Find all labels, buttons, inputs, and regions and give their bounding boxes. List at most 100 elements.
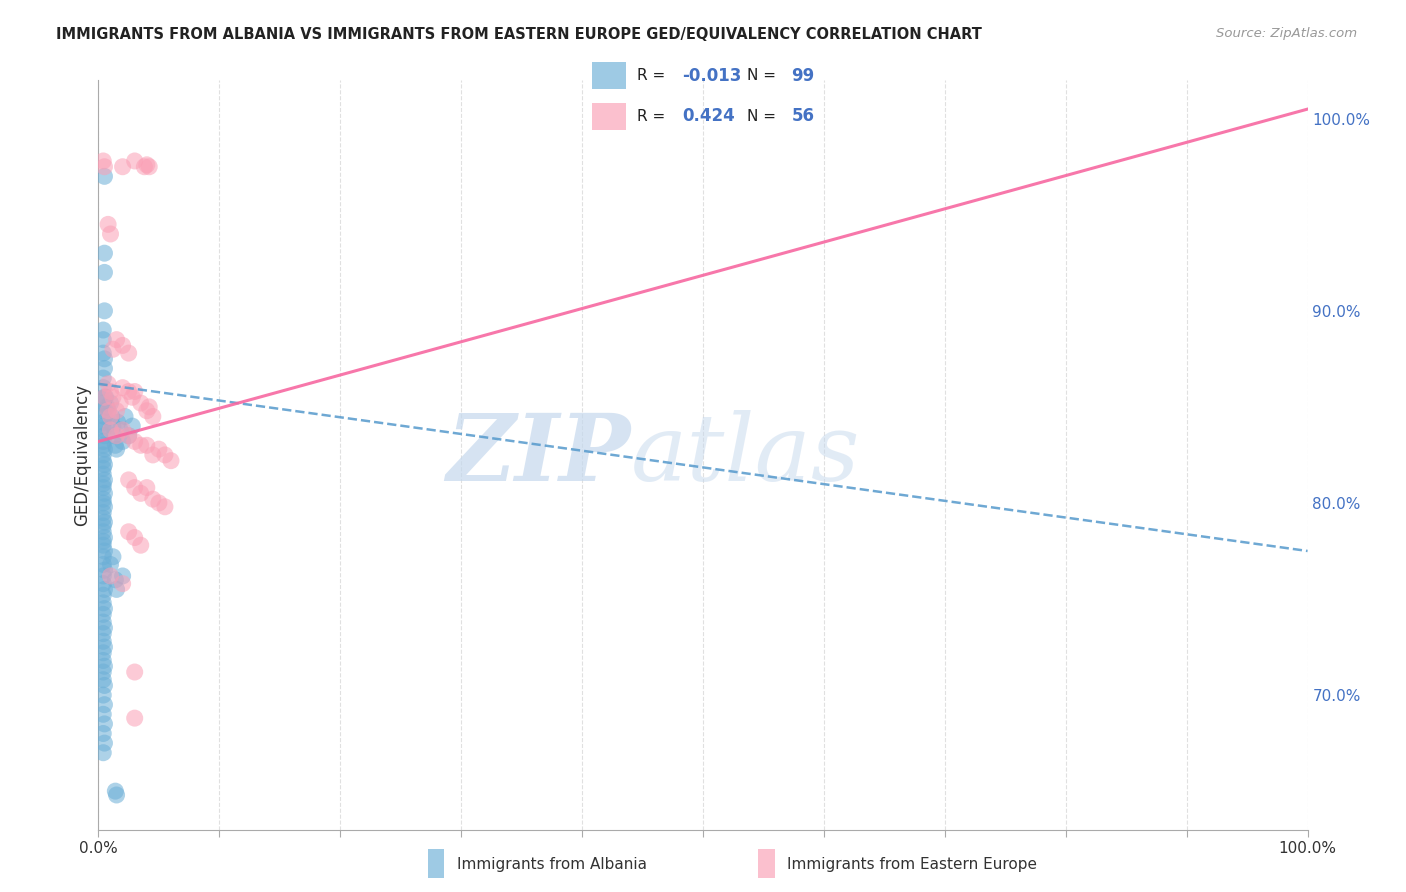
Point — [91, 569, 114, 583]
Point — [105, 428, 128, 442]
Point — [118, 524, 141, 539]
Point — [138, 160, 160, 174]
Point — [93, 265, 115, 279]
Point — [108, 423, 131, 437]
Point — [138, 400, 160, 414]
Text: N =: N = — [747, 109, 776, 124]
Y-axis label: GED/Equivalency: GED/Equivalency — [73, 384, 91, 526]
Point — [93, 736, 115, 750]
Text: ZIP: ZIP — [446, 410, 630, 500]
Point — [105, 582, 128, 597]
Point — [100, 396, 122, 410]
Point — [135, 403, 157, 417]
Point — [91, 626, 114, 640]
Point — [111, 381, 134, 395]
Point — [91, 538, 114, 552]
Point — [91, 558, 114, 572]
Point — [142, 409, 165, 424]
Point — [93, 409, 115, 424]
Point — [129, 438, 152, 452]
Point — [105, 333, 128, 347]
Point — [124, 481, 146, 495]
Point — [97, 403, 120, 417]
Point — [91, 492, 114, 507]
Point — [101, 343, 124, 357]
Point — [93, 678, 115, 692]
Point — [93, 544, 115, 558]
Point — [91, 419, 114, 434]
Point — [91, 519, 114, 533]
Point — [114, 409, 136, 424]
Point — [91, 453, 114, 467]
Point — [91, 688, 114, 702]
Point — [91, 448, 114, 462]
Point — [118, 473, 141, 487]
Point — [153, 500, 176, 514]
Point — [135, 158, 157, 172]
Point — [91, 634, 114, 648]
Point — [100, 384, 122, 399]
Text: R =: R = — [637, 109, 665, 124]
Point — [108, 396, 131, 410]
Point — [91, 615, 114, 629]
Point — [104, 784, 127, 798]
Point — [93, 717, 115, 731]
Point — [107, 415, 129, 429]
Bar — [592, 62, 626, 89]
Point — [103, 428, 125, 442]
Text: R =: R = — [637, 68, 665, 83]
Point — [91, 434, 114, 449]
Point — [91, 415, 114, 429]
Point — [93, 351, 115, 366]
Point — [124, 665, 146, 679]
Point — [93, 458, 115, 472]
Point — [93, 500, 115, 514]
Text: 99: 99 — [792, 67, 815, 85]
Point — [142, 492, 165, 507]
Text: atlas: atlas — [630, 410, 860, 500]
Point — [97, 403, 120, 417]
Point — [121, 419, 143, 434]
Point — [91, 842, 114, 856]
Point — [93, 515, 115, 529]
Point — [104, 438, 127, 452]
Point — [135, 438, 157, 452]
Point — [91, 153, 114, 168]
Point — [93, 640, 115, 654]
Point — [129, 538, 152, 552]
Point — [94, 390, 117, 404]
Text: Immigrants from Eastern Europe: Immigrants from Eastern Europe — [787, 857, 1038, 872]
Point — [100, 569, 122, 583]
Point — [91, 534, 114, 549]
Point — [124, 711, 146, 725]
Point — [93, 601, 115, 615]
Point — [93, 582, 115, 597]
Point — [91, 403, 114, 417]
Text: Immigrants from Albania: Immigrants from Albania — [457, 857, 647, 872]
Point — [91, 707, 114, 722]
Point — [142, 448, 165, 462]
Point — [118, 428, 141, 442]
Point — [148, 496, 170, 510]
Point — [91, 496, 114, 510]
Text: 56: 56 — [792, 107, 814, 125]
Point — [91, 506, 114, 520]
Point — [91, 746, 114, 760]
Point — [93, 361, 115, 376]
Point — [91, 323, 114, 337]
Point — [91, 673, 114, 687]
Point — [93, 428, 115, 442]
Point — [91, 549, 114, 564]
Point — [104, 573, 127, 587]
Point — [105, 788, 128, 802]
Point — [101, 549, 124, 564]
Point — [100, 558, 122, 572]
Point — [93, 621, 115, 635]
Point — [121, 390, 143, 404]
Point — [91, 524, 114, 539]
Point — [93, 563, 115, 577]
Point — [91, 371, 114, 385]
Point — [101, 419, 124, 434]
Point — [91, 607, 114, 622]
Point — [134, 160, 156, 174]
